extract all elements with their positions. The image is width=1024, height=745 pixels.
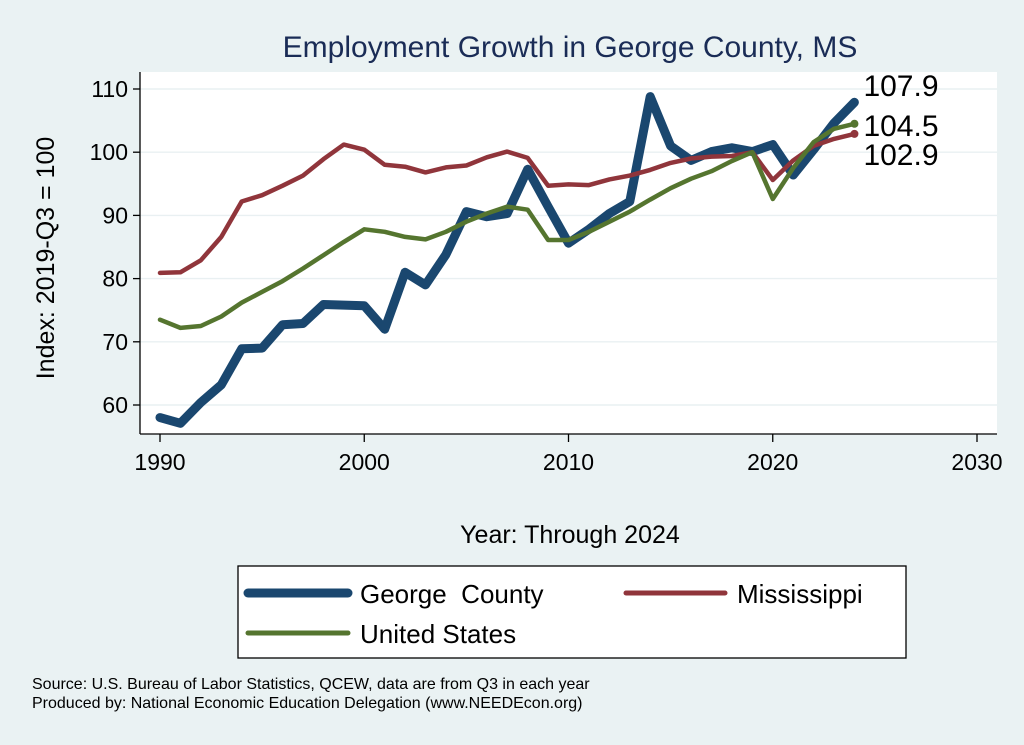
end-point-mississippi <box>850 129 859 138</box>
legend-box <box>237 565 907 659</box>
axes <box>133 72 997 442</box>
series-lines <box>155 92 859 428</box>
series-line-george-county <box>155 92 859 428</box>
legend-label-united-states: United States <box>360 619 516 649</box>
tick-labels: 60 70 80 90 100 110 1990 2000 2010 2020 2030 <box>90 76 1003 475</box>
y-tick-label-70: 70 <box>102 329 128 355</box>
end-point-united-states <box>850 119 859 128</box>
x-tick-label-2010: 2010 <box>543 449 594 475</box>
x-tick-label-2020: 2020 <box>747 449 798 475</box>
x-axis-title: Year: Through 2024 <box>460 521 680 549</box>
series-line-mississippi <box>157 131 857 276</box>
grid-lines <box>140 88 997 406</box>
y-tick-label-110: 110 <box>91 76 128 102</box>
legend-label-george-county: George County <box>360 579 544 609</box>
chart-title: Employment Growth in George County, MS <box>283 31 858 64</box>
x-tick-label-2030: 2030 <box>951 449 1002 475</box>
end-label-united-states: 104.5 <box>863 110 938 143</box>
produced-by-note: Produced by: National Economic Education… <box>32 695 583 712</box>
source-note: Source: U.S. Bureau of Labor Statistics,… <box>32 676 590 693</box>
y-axis-title: Index: 2019-Q3 = 100 <box>32 137 60 380</box>
legend: George County Mississippi United States <box>237 565 907 659</box>
y-tick-label-80: 80 <box>102 266 128 292</box>
series-line-united-states <box>157 121 857 331</box>
end-point-george-county <box>850 98 859 107</box>
y-tick-label-90: 90 <box>102 202 128 228</box>
y-tick-label-100: 100 <box>90 139 128 165</box>
end-label-george-county: 107.9 <box>863 70 938 103</box>
x-tick-label-1990: 1990 <box>134 449 185 475</box>
y-tick-label-60: 60 <box>102 392 128 418</box>
x-tick-label-2000: 2000 <box>339 449 390 475</box>
legend-label-mississippi: Mississippi <box>737 579 863 609</box>
end-label-mississippi: 102.9 <box>863 139 938 172</box>
